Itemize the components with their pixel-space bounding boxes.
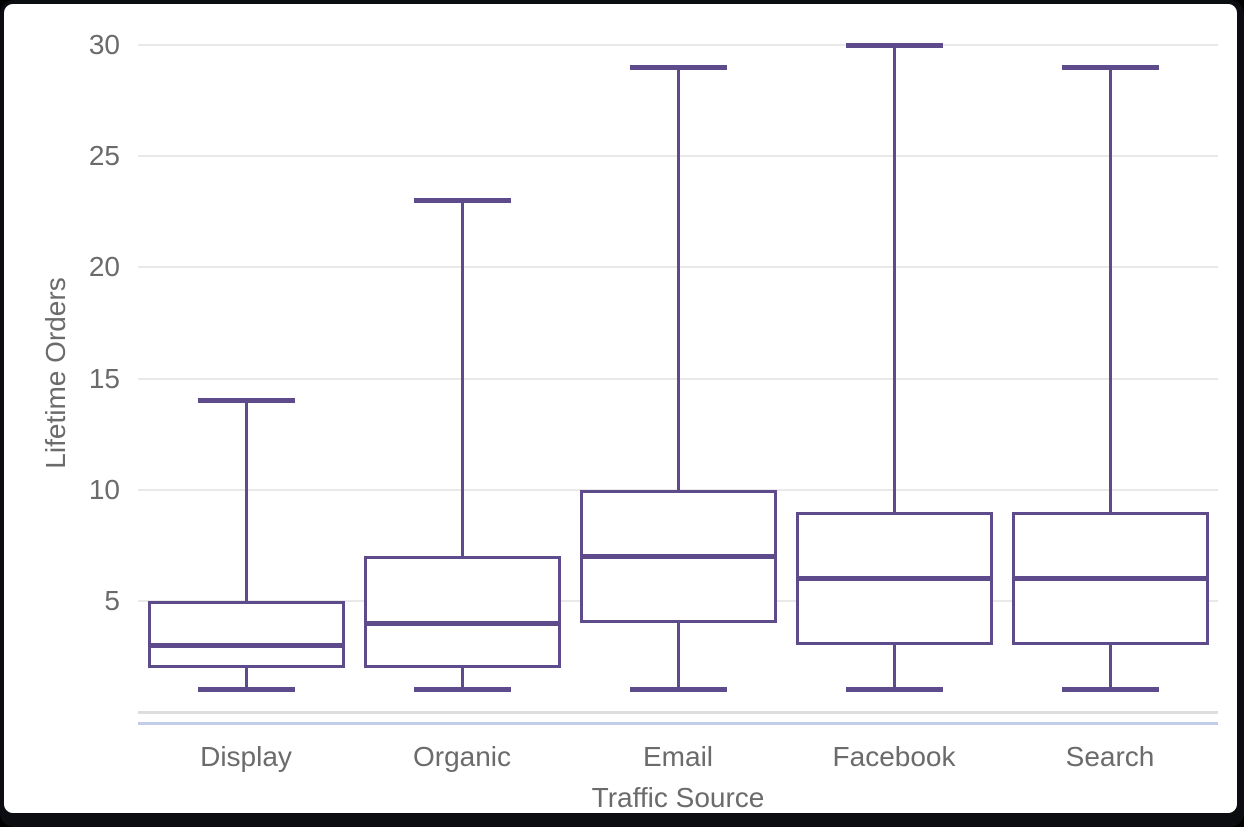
whisker-cap-min-search <box>1061 687 1159 693</box>
whisker-cap-max-organic <box>413 198 511 204</box>
x-axis-accent-line <box>138 722 1218 725</box>
whisker-upper-organic <box>460 200 464 557</box>
x-category-label-organic: Organic <box>412 741 512 772</box>
whisker-upper-email <box>676 67 680 490</box>
whisker-cap-max-email <box>629 64 727 70</box>
median-line-display <box>147 642 345 648</box>
whisker-cap-max-display <box>197 398 295 404</box>
whisker-cap-min-facebook <box>845 687 943 693</box>
whisker-cap-max-search <box>1061 64 1159 70</box>
whisker-lower-organic <box>460 667 464 690</box>
whisker-cap-min-display <box>197 687 295 693</box>
x-axis-title: Traffic Source <box>591 782 765 813</box>
whisker-upper-search <box>1108 67 1112 512</box>
boxplot-box-organic[interactable] <box>363 556 561 668</box>
boxplot-box-display[interactable] <box>147 600 345 668</box>
x-category-label-facebook: Facebook <box>832 741 956 772</box>
whisker-upper-facebook <box>892 45 896 512</box>
x-axis-line <box>138 711 1218 714</box>
whisker-upper-display <box>244 400 248 601</box>
gridline-30 <box>138 44 1218 46</box>
whisker-lower-email <box>676 623 680 690</box>
whisker-cap-max-facebook <box>845 42 943 48</box>
x-category-label-display: Display <box>200 741 292 772</box>
median-line-organic <box>363 620 561 626</box>
x-category-label-search: Search <box>1065 741 1155 772</box>
whisker-lower-search <box>1108 645 1112 690</box>
median-line-facebook <box>795 576 993 582</box>
y-tick-label-10: 10 <box>88 473 120 505</box>
y-tick-label-25: 25 <box>88 140 120 172</box>
y-tick-label-15: 15 <box>88 362 120 394</box>
y-tick-label-20: 20 <box>88 251 120 283</box>
whisker-lower-facebook <box>892 645 896 690</box>
whisker-lower-display <box>244 667 248 690</box>
median-line-search <box>1011 576 1209 582</box>
whisker-cap-min-email <box>629 687 727 693</box>
y-tick-label-5: 5 <box>104 584 120 616</box>
chart-card <box>4 4 1237 813</box>
y-tick-label-30: 30 <box>88 29 120 60</box>
x-category-label-email: Email <box>642 741 714 772</box>
whisker-cap-min-organic <box>413 687 511 693</box>
median-line-email <box>579 553 777 559</box>
